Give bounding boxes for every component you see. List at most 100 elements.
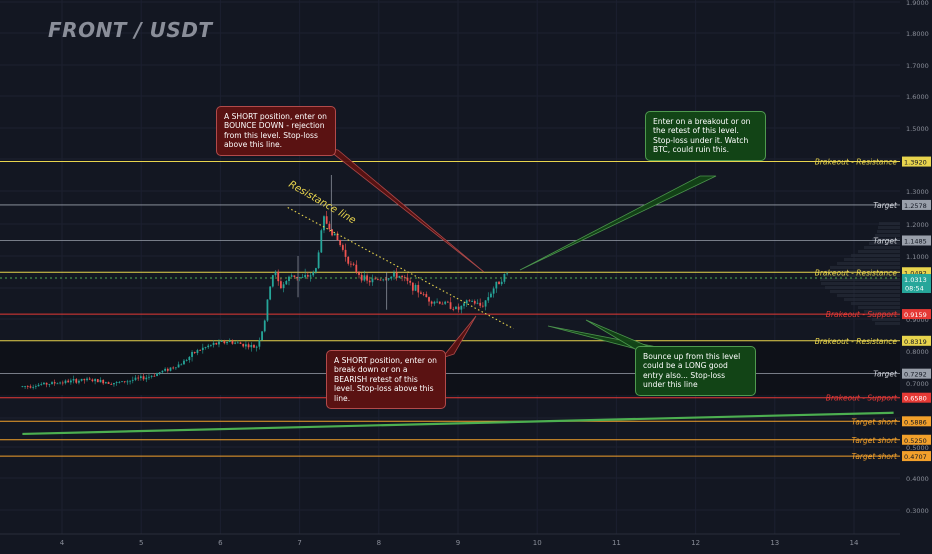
- price-badge-label: 0.4707: [904, 453, 927, 461]
- candle-body: [317, 252, 320, 269]
- candle-body: [113, 382, 115, 385]
- candle-body: [69, 380, 72, 383]
- level-label: Target: [873, 370, 898, 379]
- price-tick-label: 1.2000: [906, 221, 929, 229]
- candle-body: [43, 382, 45, 385]
- candle-body: [193, 352, 196, 354]
- candle-body: [231, 341, 234, 344]
- candle-body: [137, 377, 140, 379]
- candle-body: [86, 378, 88, 381]
- candle-body: [446, 301, 449, 303]
- candle-body: [215, 342, 218, 345]
- price-tick-label: 0.4000: [906, 475, 929, 483]
- last-price-label: 1.0313: [904, 276, 927, 284]
- candle-body: [107, 382, 110, 385]
- candle-body: [460, 305, 463, 310]
- candle-body: [236, 342, 239, 344]
- price-badge: [902, 392, 931, 403]
- candle-body: [309, 275, 312, 277]
- candle-body: [126, 381, 129, 383]
- candle-body: [280, 281, 282, 289]
- candle-body: [204, 347, 207, 348]
- candle-body: [420, 292, 422, 294]
- candle-body: [301, 277, 304, 278]
- candle-body: [323, 216, 325, 231]
- price-badge: [902, 451, 931, 462]
- candle-body: [457, 306, 460, 310]
- price-tick-label: 1.9000: [906, 0, 929, 7]
- long-breakout-annotation[interactable]: Enter on a breakout or on the retest of …: [645, 111, 766, 161]
- price-badge: [902, 368, 931, 379]
- candle-body: [495, 281, 498, 289]
- candle-body: [239, 342, 242, 344]
- candle-body: [226, 342, 228, 344]
- price-badge: [902, 309, 931, 320]
- candle-body: [341, 245, 344, 250]
- candle-body: [242, 343, 245, 347]
- short-bottom-pointer: [440, 315, 477, 359]
- candle-body: [425, 294, 428, 298]
- candle-body: [118, 381, 121, 383]
- time-tick-label: 5: [139, 539, 143, 547]
- candle-body: [78, 380, 80, 383]
- candle-body: [368, 280, 371, 283]
- candle-body: [266, 299, 269, 321]
- volume-profile-bar: [825, 270, 900, 273]
- candle-body: [417, 284, 420, 293]
- candle-body: [129, 380, 132, 382]
- candle-body: [358, 272, 360, 275]
- candle-body: [484, 300, 487, 307]
- candle-body: [401, 275, 403, 278]
- candle-body: [88, 378, 91, 380]
- price-badge-label: 1.0492: [904, 269, 927, 277]
- volume-profile-bar: [851, 254, 900, 257]
- short-bottom-annotation[interactable]: A SHORT position, enter on break down or…: [326, 350, 446, 410]
- candle-body: [174, 367, 177, 369]
- candle-body: [500, 281, 503, 285]
- candle-body: [255, 346, 258, 348]
- candle-body: [80, 378, 83, 381]
- price-tick-label: 0.9000: [906, 316, 929, 324]
- candle-body: [344, 249, 347, 257]
- candle-body: [293, 275, 296, 278]
- level-label: Brakeout - Support: [826, 394, 898, 403]
- candle-body: [409, 280, 412, 283]
- candle-body: [503, 273, 506, 282]
- candle-body: [134, 377, 137, 380]
- volume-profile-bar: [825, 286, 900, 289]
- candle-body: [285, 281, 288, 285]
- candle-body: [67, 380, 70, 383]
- time-tick-label: 14: [850, 539, 859, 547]
- candle-body: [26, 386, 29, 387]
- candle-body: [75, 379, 78, 383]
- candle-body: [441, 303, 444, 305]
- candle-body: [444, 301, 447, 304]
- volume-profile-bar: [875, 234, 900, 237]
- short-top-annotation[interactable]: A SHORT position, enter on BOUNCE DOWN -…: [216, 106, 336, 156]
- candle-body: [455, 306, 457, 309]
- candle-body: [191, 352, 193, 357]
- candle-body: [328, 223, 331, 230]
- candle-body: [201, 347, 204, 351]
- candle-body: [498, 281, 500, 285]
- candle-body: [21, 386, 24, 388]
- candle-body: [282, 284, 285, 289]
- time-tick-label: 11: [612, 539, 621, 547]
- candle-body: [325, 216, 328, 224]
- level-label: Brakeout - Resistance: [815, 158, 898, 167]
- candle-body: [352, 263, 355, 265]
- time-tick-label: 8: [377, 539, 381, 547]
- volume-profile-bar: [864, 246, 900, 249]
- candle-body: [45, 382, 48, 385]
- candle-body: [403, 277, 406, 278]
- level-label: Brakeout - Resistance: [815, 337, 898, 346]
- symbol-title: FRONT / USDT: [48, 18, 213, 42]
- long-bounce-annotation[interactable]: Bounce up from this level could be a LON…: [635, 346, 756, 396]
- volume-profile-bar: [878, 226, 900, 229]
- candle-body: [471, 301, 473, 302]
- countdown-label: 08:54: [905, 284, 924, 292]
- candle-body: [376, 279, 379, 280]
- candle-body: [123, 381, 126, 383]
